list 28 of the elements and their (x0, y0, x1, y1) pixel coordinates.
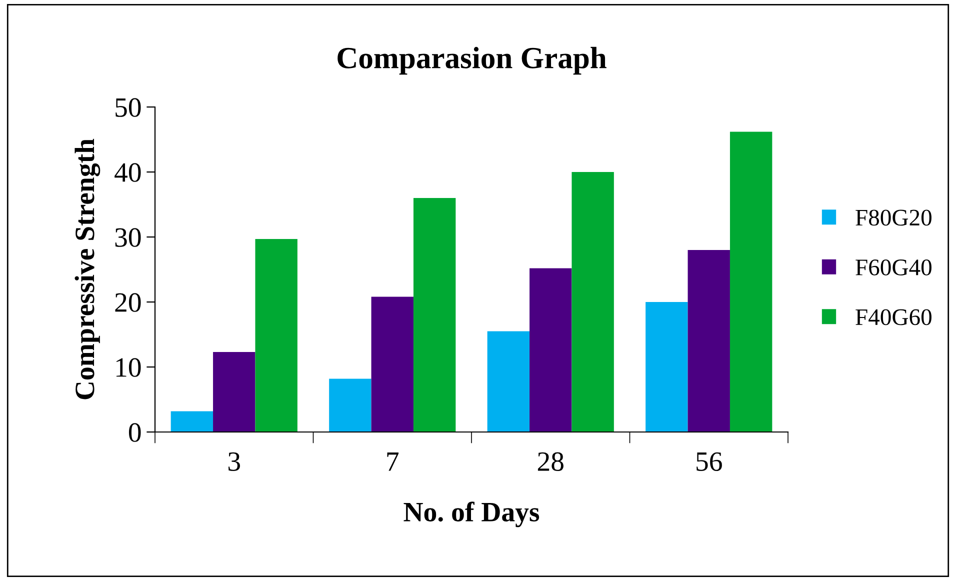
y-tick-label: 10 (116, 358, 141, 377)
x-tick-label: 56 (696, 452, 722, 471)
bar (646, 302, 688, 432)
x-tick-label: 28 (538, 452, 564, 471)
y-tick-label: 40 (114, 163, 141, 182)
y-tick-label: 20 (115, 293, 141, 312)
y-tick-label: 50 (116, 98, 141, 117)
bar (413, 198, 456, 432)
bar (572, 172, 614, 432)
y-tick-label: 0 (128, 423, 141, 442)
bar (371, 296, 414, 432)
y-tick-label: 30 (115, 228, 141, 247)
bar (730, 132, 772, 432)
y-axis-title: Compressive Strength (74, 138, 100, 400)
bar (530, 268, 572, 432)
bar (213, 352, 256, 432)
bar (170, 411, 214, 432)
legend-label: F80G20 (856, 210, 932, 226)
x-axis-title: No. of Days (404, 502, 540, 528)
legend-label: F60G40 (856, 259, 932, 276)
x-tick-label: 3 (228, 452, 240, 471)
x-tick-label: 7 (387, 452, 399, 471)
bar (255, 238, 298, 432)
chart-title: Comparasion Graph (338, 46, 606, 75)
bar (329, 378, 372, 432)
bar (487, 331, 530, 432)
bar (688, 250, 730, 432)
legend-label: F40G60 (856, 309, 932, 326)
